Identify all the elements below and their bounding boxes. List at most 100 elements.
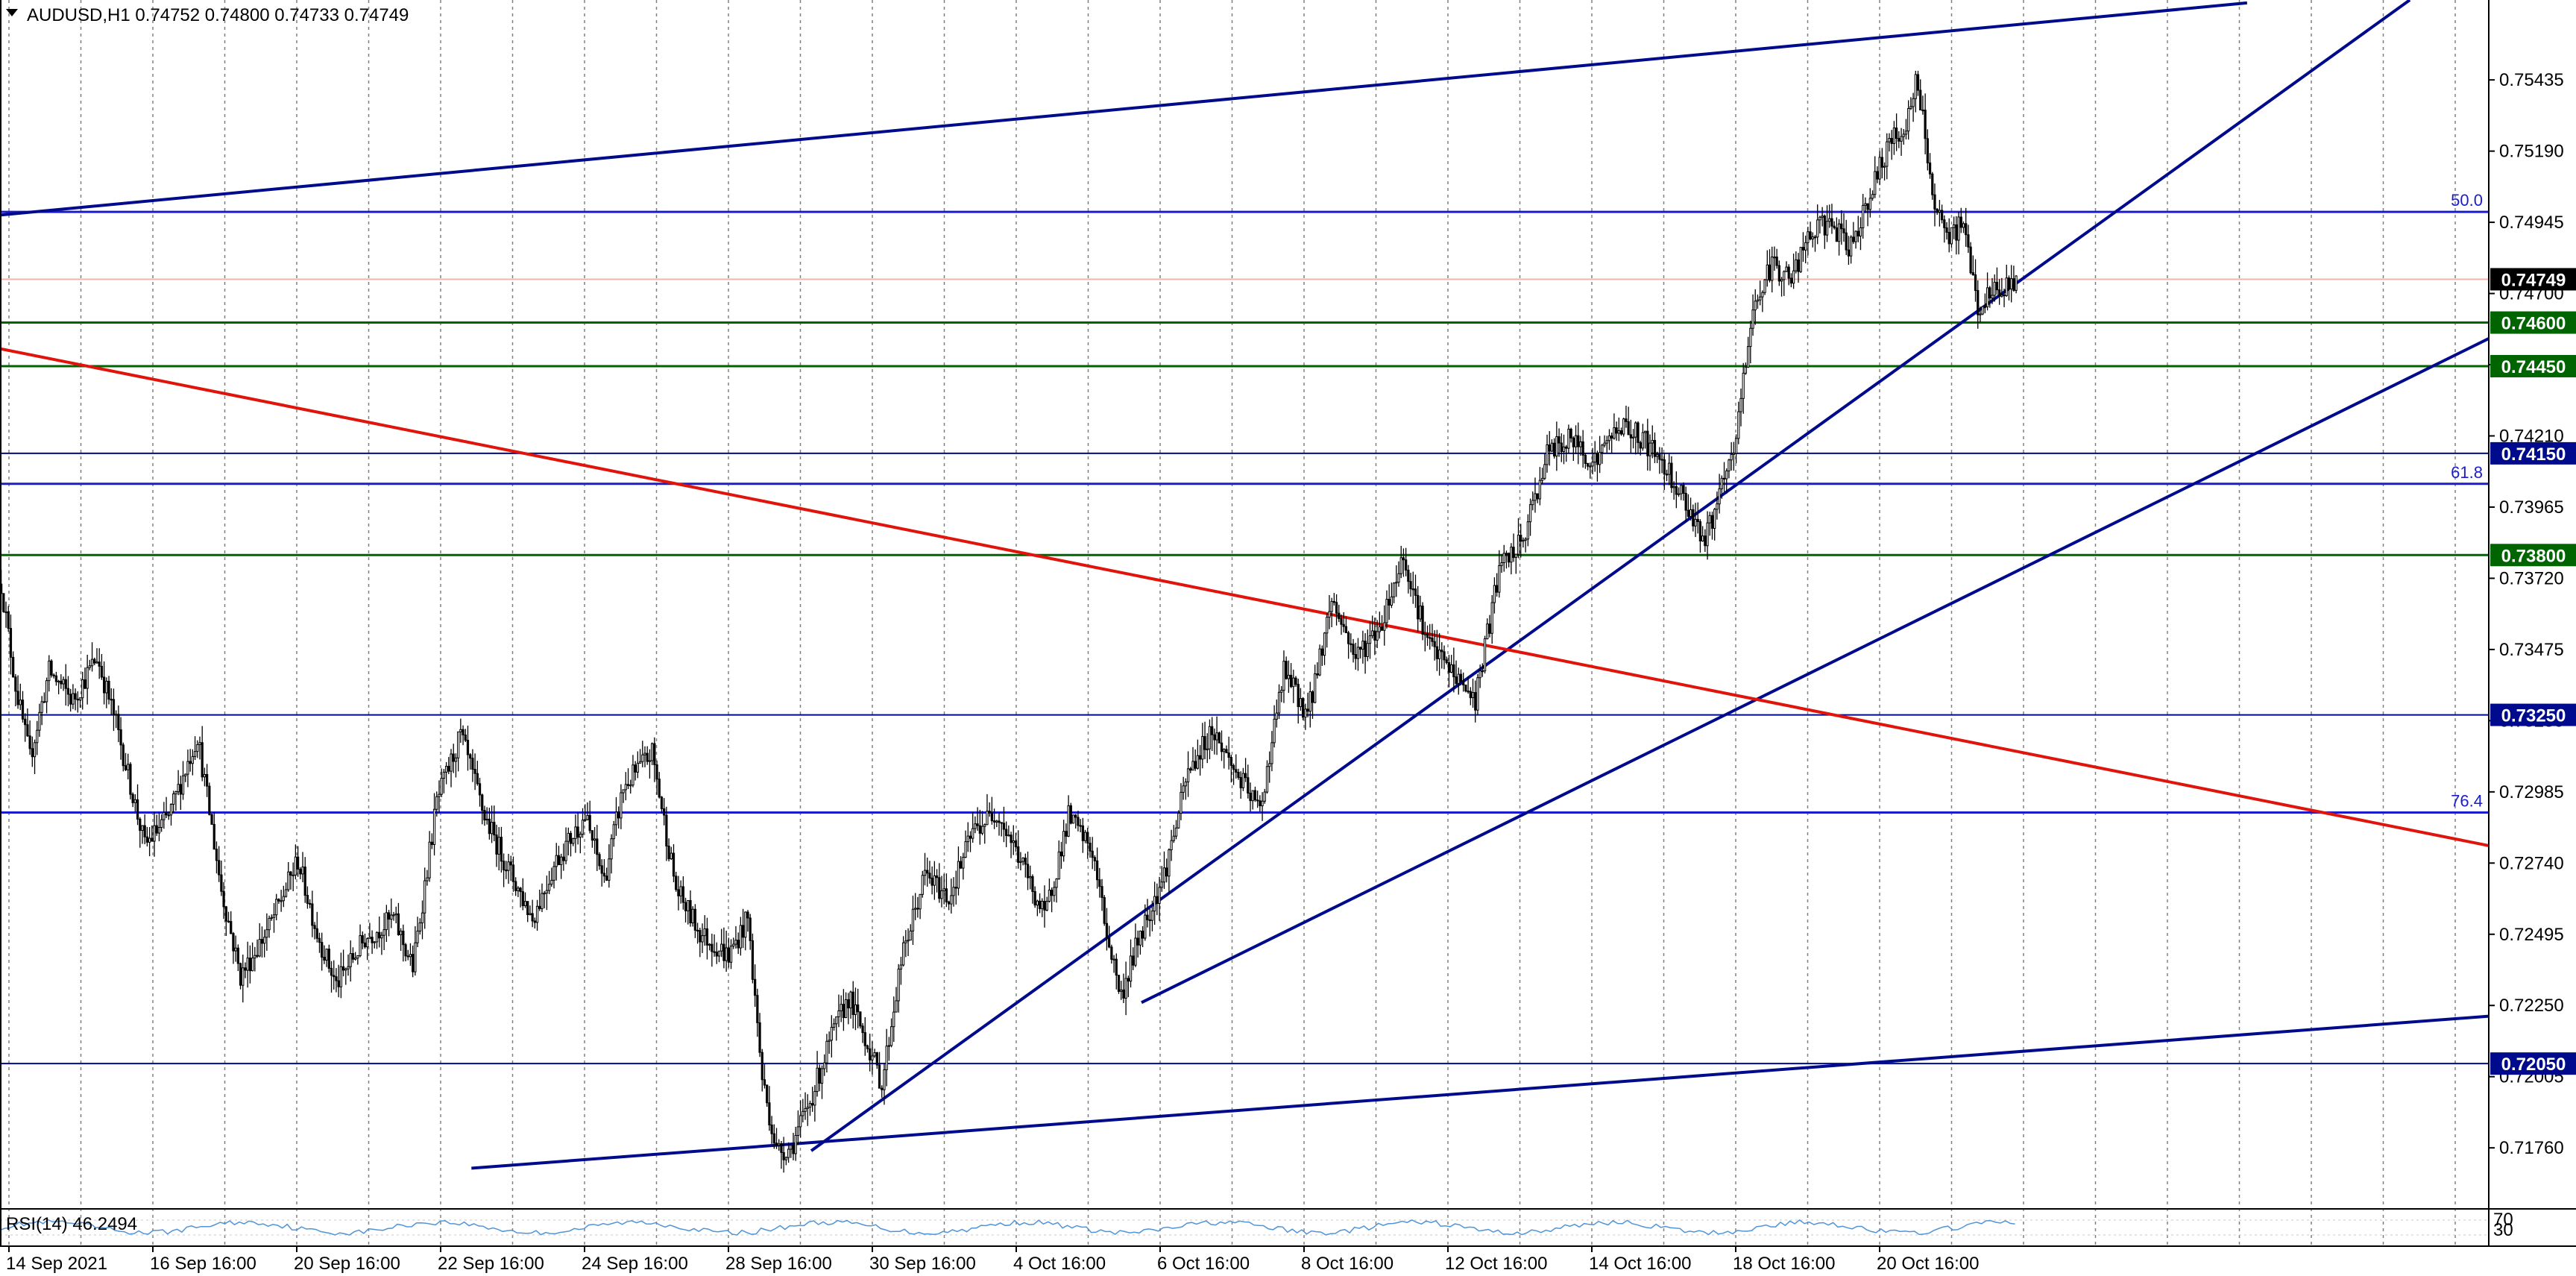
- candle-body: [321, 942, 324, 958]
- candle-body: [1352, 644, 1355, 656]
- candle-body: [1471, 692, 1475, 699]
- candle-body: [699, 930, 702, 943]
- candle-body: [258, 939, 261, 957]
- candle-body: [1907, 107, 1910, 132]
- candle-body: [588, 814, 591, 832]
- rsi-line: [0, 1219, 2015, 1236]
- candle-body: [976, 823, 979, 826]
- candle-body: [1574, 435, 1578, 447]
- candle-body: [1754, 301, 1757, 311]
- candle-body: [333, 975, 336, 978]
- candle-body: [139, 818, 142, 832]
- candle-body: [526, 901, 529, 915]
- time-tick-3: 22 Sep 16:00: [438, 1254, 544, 1274]
- price-tick-0.73965: 0.73965: [2499, 497, 2564, 518]
- candle-body: [550, 879, 553, 885]
- candle-body: [1019, 861, 1022, 863]
- candle-body: [1112, 958, 1115, 961]
- candle-body: [1122, 989, 1125, 999]
- candle-body: [1388, 599, 1391, 606]
- candle-body: [828, 1040, 831, 1042]
- candle-body: [679, 886, 682, 896]
- candle-body: [672, 852, 676, 877]
- candle-body: [660, 796, 664, 809]
- candle-body: [127, 764, 130, 770]
- candle-body: [1378, 626, 1381, 632]
- candle-body: [978, 825, 981, 834]
- candle-body: [1062, 831, 1065, 857]
- candle-body: [1189, 768, 1192, 771]
- candle-body: [711, 943, 714, 952]
- candle-body: [535, 905, 539, 923]
- candle-body: [1213, 734, 1216, 741]
- candle-body: [1326, 617, 1329, 634]
- candle-body: [1835, 227, 1839, 242]
- candle-body: [1289, 674, 1293, 688]
- candle-body: [1150, 911, 1154, 921]
- candle-body: [251, 958, 254, 972]
- candle-body: [567, 832, 570, 842]
- candle-body: [861, 1025, 864, 1034]
- candle-body: [574, 826, 577, 839]
- header-dropdown-icon[interactable]: [6, 9, 18, 16]
- candle-body: [1244, 773, 1247, 779]
- candle-body: [792, 1145, 795, 1154]
- candle-body: [1601, 444, 1604, 453]
- candle-body: [796, 1126, 800, 1136]
- candle-body: [514, 881, 517, 891]
- candle-body: [1522, 539, 1525, 542]
- time-tick-1: 16 Sep 16:00: [150, 1254, 256, 1274]
- candle-body: [1186, 768, 1190, 782]
- candle-body: [54, 675, 58, 682]
- candle-body: [1330, 600, 1333, 612]
- time-tick-7: 4 Oct 16:00: [1013, 1254, 1106, 1274]
- candle-body: [1962, 223, 1965, 228]
- candle-body: [1675, 485, 1678, 495]
- candle-body: [1218, 732, 1221, 744]
- candle-body: [1174, 827, 1178, 837]
- candle-body: [1435, 646, 1438, 659]
- candle-body: [866, 1045, 869, 1049]
- price-box-0.74600: [2490, 311, 2576, 334]
- candle-body: [1397, 573, 1400, 583]
- candle-body: [1888, 138, 1891, 142]
- time-tick-2: 20 Sep 16:00: [294, 1254, 400, 1274]
- candle-body: [148, 837, 151, 843]
- candle-body: [507, 861, 510, 871]
- candle-body: [1716, 503, 1719, 510]
- candle-body: [1426, 633, 1429, 638]
- candle-body: [1069, 805, 1072, 824]
- candle-body: [602, 873, 606, 877]
- candle-body: [246, 958, 249, 971]
- candle-body: [897, 968, 900, 1002]
- candle-body: [763, 1079, 766, 1086]
- candle-body: [66, 688, 70, 695]
- candle-body: [1876, 171, 1879, 180]
- candle-body: [562, 856, 565, 861]
- candle-body: [234, 947, 237, 952]
- candle-body: [1237, 771, 1240, 778]
- candle-body: [323, 957, 326, 961]
- candle-body: [1124, 978, 1127, 999]
- candle-body: [1045, 901, 1048, 911]
- candle-body: [1306, 708, 1309, 712]
- candle-body: [306, 895, 309, 904]
- candle-body: [1599, 452, 1602, 465]
- candle-body: [1641, 432, 1645, 449]
- candle-body: [754, 978, 757, 996]
- candle-body: [717, 950, 721, 957]
- candle-body: [9, 628, 13, 658]
- candle-body: [1880, 157, 1883, 168]
- candle-body: [950, 895, 953, 905]
- candle-body: [303, 867, 306, 896]
- candle-body: [385, 912, 388, 931]
- price-box-text-0.72050: 0.72050: [2501, 1055, 2566, 1075]
- candle-body: [341, 966, 345, 971]
- price-tick-0.73475: 0.73475: [2499, 640, 2564, 660]
- candle-body: [227, 920, 230, 923]
- candle-body: [842, 1004, 845, 1018]
- candle-body: [1909, 106, 1912, 109]
- candle-body: [749, 917, 752, 941]
- candle-body: [1543, 464, 1546, 479]
